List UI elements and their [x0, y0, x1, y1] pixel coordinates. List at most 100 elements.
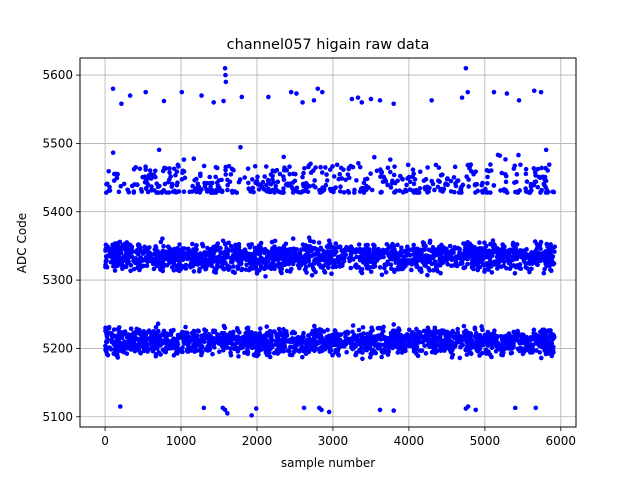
data-point: [155, 328, 161, 334]
data-point: [164, 331, 170, 336]
data-point: [405, 176, 410, 181]
data-point: [316, 248, 321, 254]
data-point: [425, 328, 431, 334]
data-point: [531, 330, 536, 336]
data-point: [461, 329, 467, 335]
data-point: [186, 248, 192, 254]
data-point: [203, 256, 208, 262]
data-point: [377, 333, 383, 339]
data-point: [433, 338, 439, 344]
data-point: [471, 171, 476, 177]
data-point: [143, 186, 149, 192]
data-point: [270, 264, 275, 270]
data-point: [214, 255, 220, 260]
outlier-point: [110, 86, 116, 92]
data-point: [153, 174, 158, 180]
data-point: [399, 248, 404, 254]
data-point: [427, 185, 432, 191]
data-point: [425, 338, 431, 344]
data-point: [153, 253, 159, 258]
data-point: [507, 247, 513, 253]
data-point: [229, 248, 235, 253]
data-point: [510, 254, 516, 260]
data-point: [138, 186, 144, 192]
y-tick-label: 5300: [42, 273, 73, 287]
data-point: [104, 331, 109, 337]
outlier-point: [179, 89, 185, 95]
data-point: [384, 241, 390, 247]
data-point: [460, 182, 466, 188]
data-point: [395, 242, 400, 248]
data-point: [160, 236, 165, 241]
data-point: [205, 260, 210, 266]
data-point: [145, 349, 150, 354]
data-point: [417, 251, 423, 256]
data-point: [521, 252, 526, 258]
data-point: [228, 330, 233, 336]
data-point: [175, 263, 181, 269]
data-point: [193, 258, 199, 264]
data-point: [486, 168, 492, 174]
y-tick-label: 5600: [42, 68, 73, 82]
data-point: [523, 261, 528, 266]
data-point: [443, 333, 448, 338]
data-point: [543, 178, 549, 184]
data-point: [243, 336, 249, 341]
data-point: [411, 242, 417, 248]
data-point: [521, 332, 526, 338]
data-point: [490, 238, 496, 243]
data-point: [281, 167, 287, 173]
data-point: [322, 346, 328, 352]
data-point: [244, 262, 249, 268]
data-point: [151, 266, 157, 272]
data-point: [466, 330, 471, 336]
data-point: [183, 266, 189, 271]
data-point: [469, 345, 475, 350]
data-point: [452, 189, 457, 195]
data-point: [403, 336, 408, 342]
data-point: [333, 241, 339, 246]
data-point: [131, 190, 137, 195]
data-point: [392, 336, 398, 342]
data-point: [357, 246, 363, 252]
data-point: [213, 174, 218, 180]
data-point: [257, 348, 263, 353]
data-point: [405, 162, 411, 168]
data-point: [221, 250, 226, 256]
data-point: [536, 334, 542, 340]
data-point: [360, 356, 365, 362]
data-point: [425, 165, 430, 170]
data-point: [422, 343, 427, 348]
data-point: [196, 269, 202, 274]
data-point: [196, 342, 201, 348]
data-point: [141, 348, 147, 354]
data-point: [440, 250, 445, 256]
data-point: [168, 332, 174, 338]
data-point: [454, 178, 460, 184]
data-point: [368, 269, 374, 275]
data-point: [109, 337, 115, 342]
data-point: [281, 186, 286, 191]
data-point: [423, 351, 429, 356]
y-axis-ticks: 5100 5200 5300 5400 5500 5600: [42, 68, 80, 424]
data-point: [245, 327, 251, 333]
data-point: [345, 188, 351, 194]
data-point: [452, 164, 458, 170]
data-point: [318, 164, 323, 170]
data-point: [191, 269, 197, 274]
data-point: [533, 173, 538, 178]
data-point: [430, 181, 436, 187]
data-point: [480, 256, 486, 262]
data-point: [242, 247, 248, 252]
data-point: [226, 267, 231, 272]
data-point: [166, 341, 171, 346]
data-point: [159, 266, 165, 271]
data-point: [345, 330, 350, 336]
data-point: [451, 175, 457, 180]
data-point: [131, 346, 137, 351]
data-point: [281, 327, 286, 332]
data-point: [469, 332, 474, 338]
data-point: [190, 183, 195, 189]
data-point: [272, 249, 278, 254]
data-point: [219, 177, 224, 183]
